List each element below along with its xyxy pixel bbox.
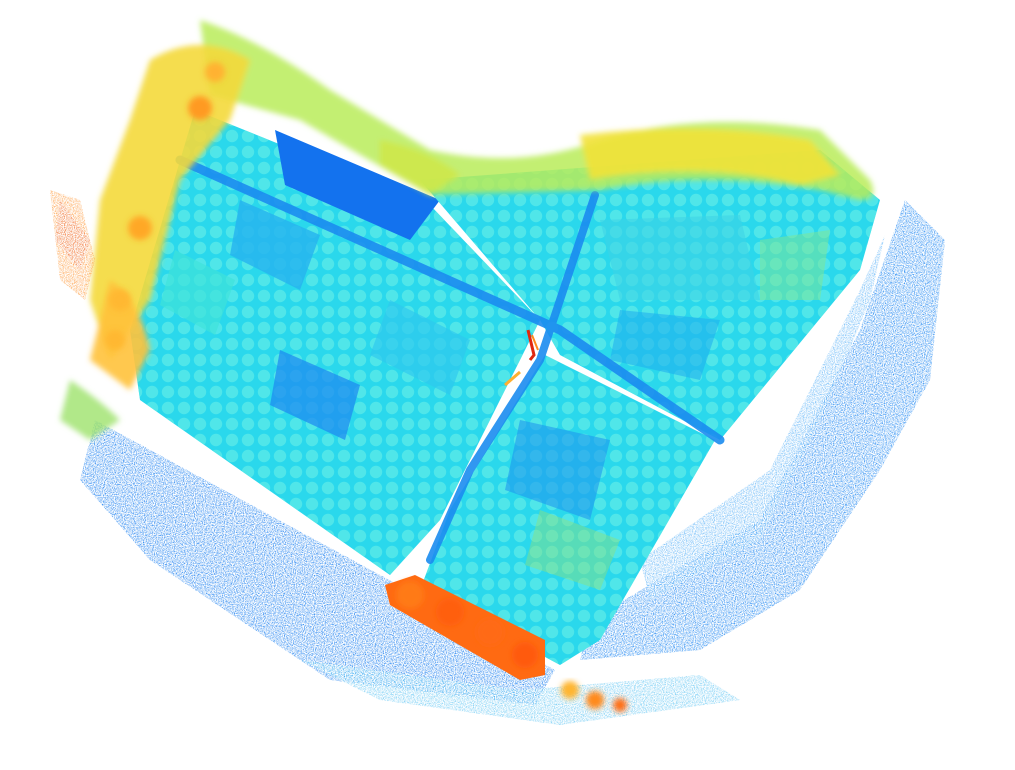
- edge-vegetation: [60, 20, 874, 440]
- canopy-block-left: [130, 110, 540, 575]
- center-object: [504, 329, 539, 387]
- scattered-points-left: [50, 190, 95, 300]
- canopy-block-lower: [420, 355, 715, 665]
- canopy-block-right: [420, 150, 880, 440]
- row-gaps: [175, 155, 725, 564]
- tall-trees: [105, 62, 627, 712]
- ground-points: [80, 200, 945, 725]
